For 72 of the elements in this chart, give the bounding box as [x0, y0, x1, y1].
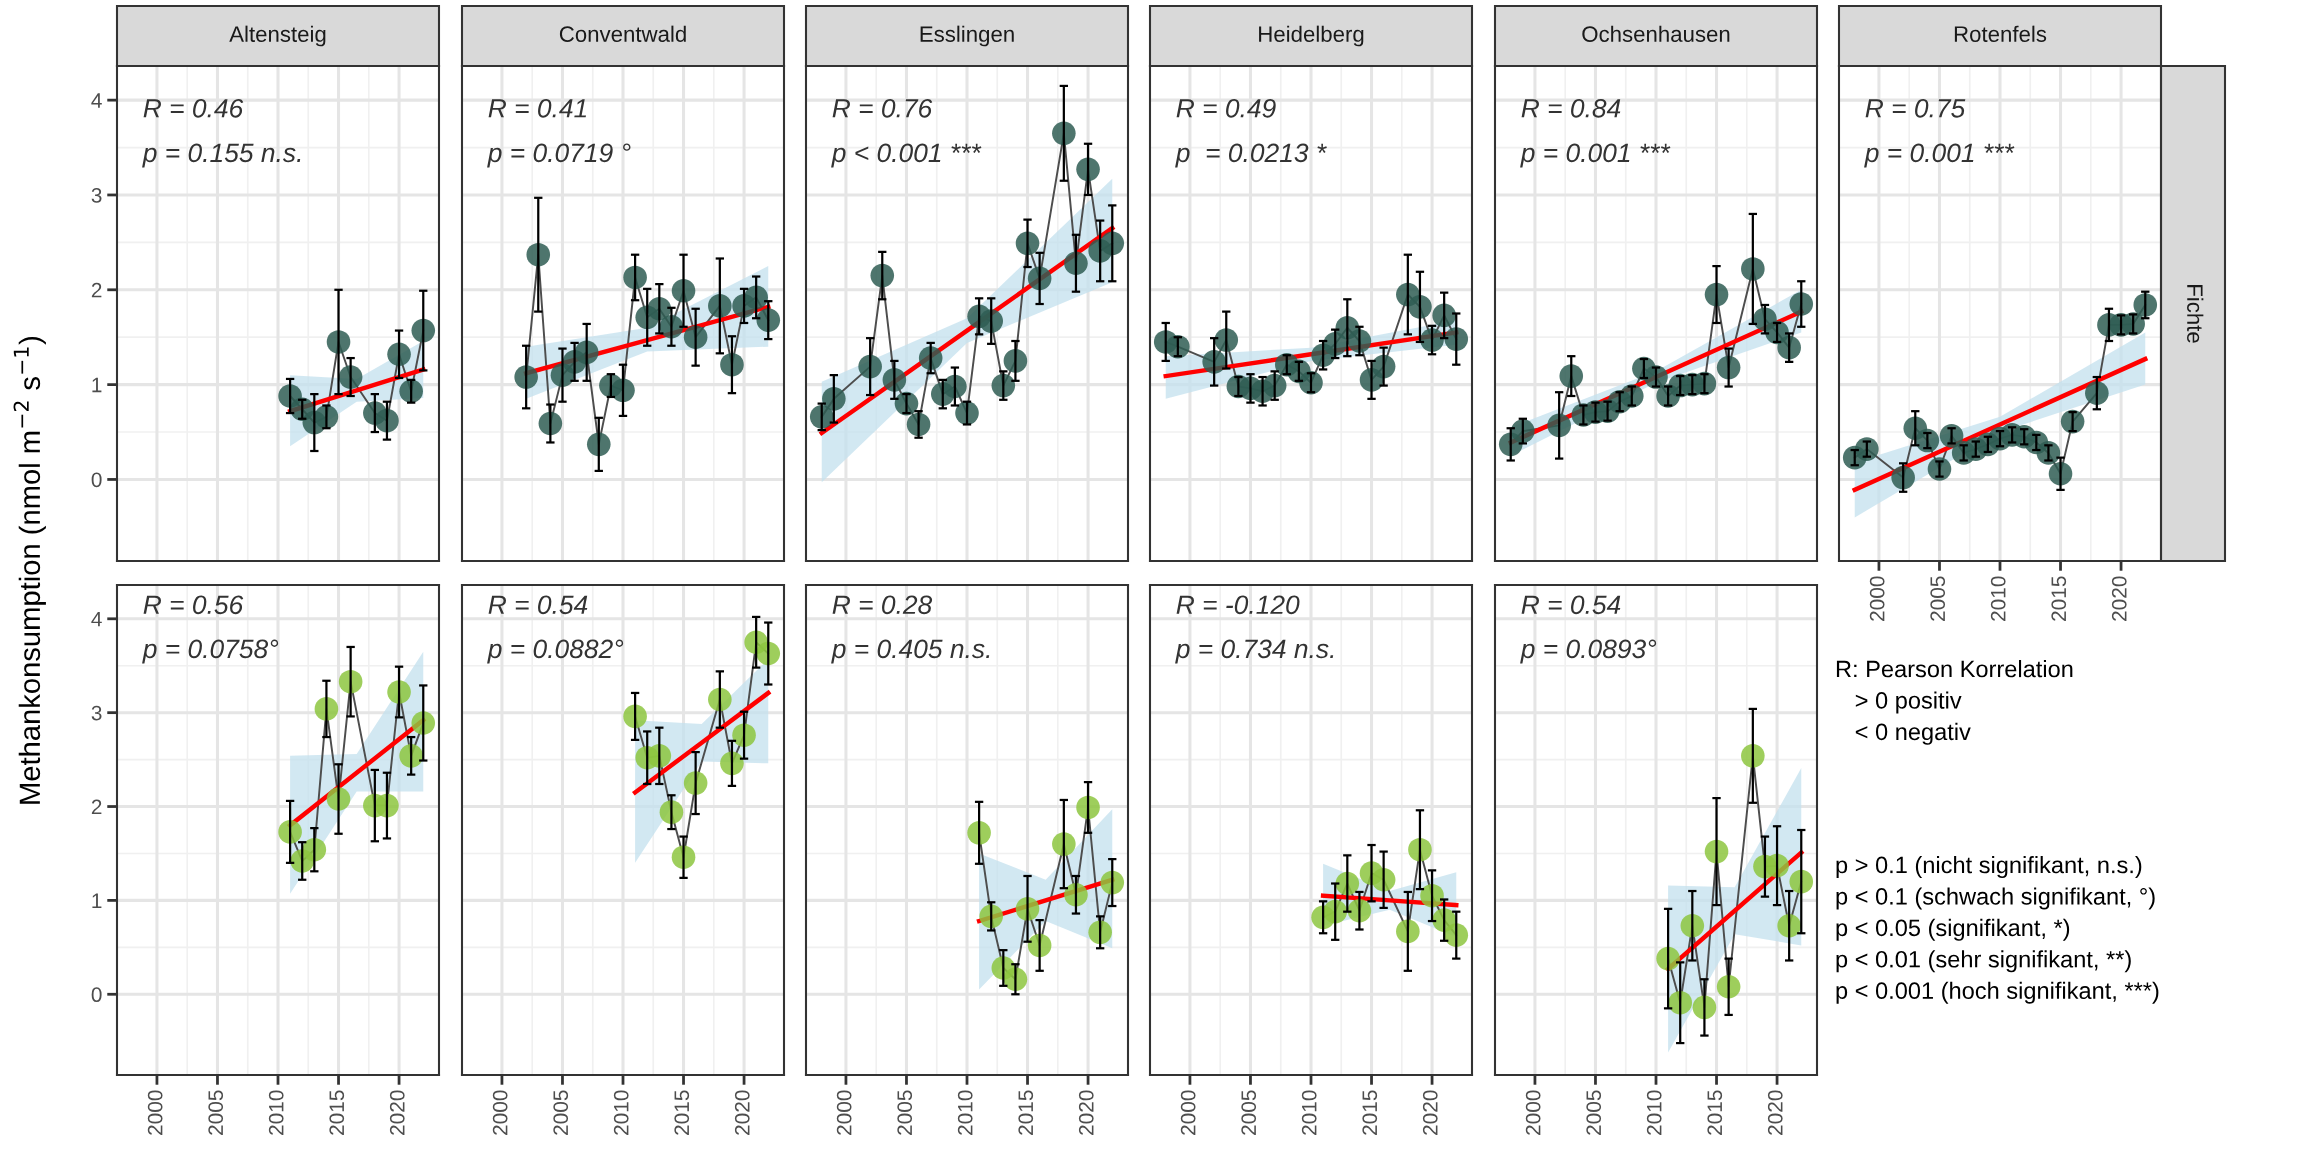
text: Fichte — [2187, 285, 2204, 343]
annotation: R = 0.75 — [1865, 98, 1966, 118]
x-tick-label: 2010 — [613, 1090, 629, 1135]
chart-title: Conventwald — [559, 25, 686, 42]
x-tick-label: 2020 — [389, 1090, 405, 1135]
x-tick-label: 2000 — [1869, 576, 1885, 621]
annotation: p = 0.405 n.s. — [831, 639, 990, 664]
x-tick-label: 2010 — [1646, 1090, 1662, 1135]
y-tick-label: 4 — [91, 93, 102, 108]
annotation: R = 0.54 — [1521, 595, 1621, 615]
x-tick-label: 2005 — [897, 1090, 913, 1135]
annotation: p = 0.0893° — [1520, 639, 1657, 664]
annotation: R = 0.28 — [832, 595, 933, 615]
annotation: p = 0.734 n.s. — [1175, 639, 1334, 664]
x-tick-label: 2010 — [957, 1090, 973, 1135]
chart-title: Esslingen — [920, 25, 1014, 47]
x-tick-label: 2015 — [1362, 1090, 1378, 1135]
x-tick-label: 2000 — [836, 1090, 852, 1135]
annotation: R = 0.54 — [488, 595, 588, 615]
annotation: R = 0.84 — [1521, 98, 1621, 118]
x-tick-label: 2020 — [1767, 1090, 1783, 1135]
y-tick-label: 3 — [91, 187, 102, 203]
y-axis-title: Methankonsumption (nmol m$^{−2}$ s$^{−1}$) — [13, 336, 46, 804]
y-tick-label: 0 — [91, 472, 102, 488]
annotation: p = 0.155 n.s. — [142, 143, 301, 168]
x-tick-label: 2010 — [1990, 576, 2006, 621]
annotation: p = 0.0758° — [142, 639, 279, 664]
annotation: R = 0.41 — [488, 98, 587, 118]
y-tick-label: 2 — [91, 799, 102, 815]
y-tick-label: 1 — [92, 893, 102, 908]
x-tick-label: 2000 — [492, 1090, 508, 1135]
x-tick-label: 2005 — [1930, 576, 1946, 621]
x-tick-label: 2020 — [2111, 576, 2127, 621]
y-tick-label: 1 — [92, 377, 102, 393]
annotation: p < 0.001 *** — [831, 143, 982, 168]
y-tick-label: 3 — [91, 705, 102, 721]
x-tick-label: 2020 — [1422, 1090, 1438, 1135]
annotation: R = -0.120 — [1176, 595, 1300, 615]
x-tick-label: 2005 — [208, 1090, 224, 1135]
x-tick-label: 2015 — [1018, 1090, 1034, 1135]
x-tick-label: 2005 — [1241, 1090, 1257, 1135]
x-tick-label: 2015 — [1707, 1090, 1723, 1135]
x-tick-label: 2005 — [1586, 1090, 1602, 1135]
y-tick-label: 0 — [91, 987, 102, 1003]
chart-title: Heidelberg — [1259, 25, 1364, 47]
x-tick-label: 2005 — [553, 1090, 569, 1135]
x-tick-label: 2000 — [1525, 1090, 1541, 1135]
annotation: R = 0.56 — [143, 595, 244, 615]
annotation: p = 0.001 *** — [1520, 143, 1671, 168]
x-tick-label: 2015 — [674, 1090, 690, 1135]
annotation: p = 0.001 *** — [1864, 143, 2015, 168]
chart-title: Rotenfels — [1954, 25, 2047, 42]
chart-title: Altensteig — [229, 25, 326, 47]
x-tick-label: 2010 — [268, 1090, 284, 1135]
y-tick-label: 4 — [91, 612, 102, 627]
x-tick-label: 2015 — [2051, 576, 2067, 621]
annotation: p = 0.0719 ° — [487, 143, 631, 168]
chart-title: Ochsenhausen — [1582, 25, 1730, 42]
x-tick-label: 2000 — [1180, 1090, 1196, 1135]
y-tick-label: 2 — [91, 282, 102, 298]
annotation: R = 0.76 — [832, 98, 933, 118]
text: R: Pearson Korrelation > 0 positiv < 0 negativ — [1836, 660, 2073, 745]
x-tick-label: 2010 — [1301, 1090, 1317, 1135]
annotation: R = 0.46 — [143, 98, 244, 118]
x-tick-label: 2020 — [1078, 1090, 1094, 1135]
x-tick-label: 2015 — [329, 1090, 345, 1135]
annotation: p = 0.0882° — [487, 639, 624, 664]
annotation: p = 0.0213 * — [1175, 143, 1327, 168]
text: p > 0.1 (nicht signifikant, n.s.) p < 0.1 (schwach signifikant, °) p < 0.05 (signifikant, *) p < 0.01 (sehr signifikant, **) p < 0.001 (hoch signifikant, ***) — [1836, 856, 2159, 1004]
x-tick-label: 2020 — [734, 1090, 750, 1135]
annotation: R = 0.49 — [1176, 98, 1276, 118]
x-tick-label: 2000 — [147, 1090, 163, 1135]
